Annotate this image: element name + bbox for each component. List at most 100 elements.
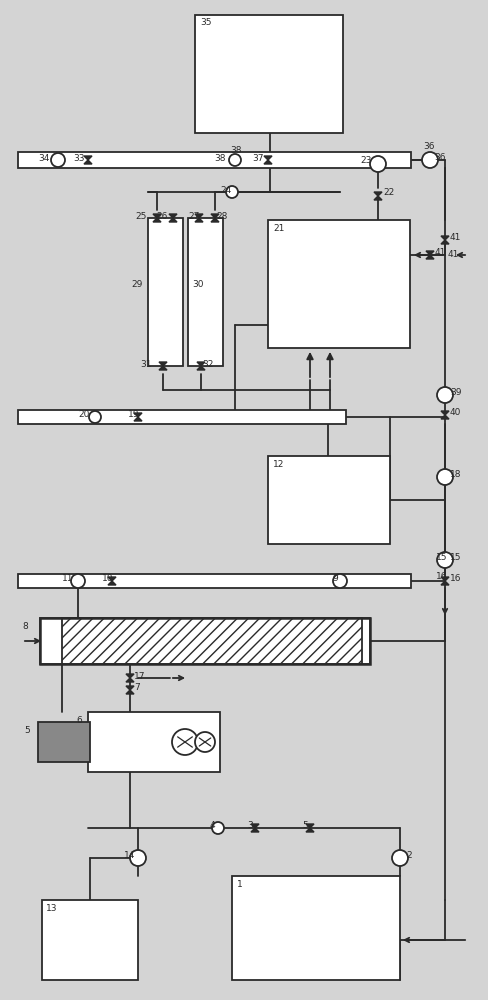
Text: 41: 41: [450, 233, 461, 242]
Text: 36: 36: [423, 142, 434, 151]
Text: 6: 6: [76, 716, 82, 725]
Text: 37: 37: [252, 154, 264, 163]
Circle shape: [437, 387, 453, 403]
Text: 16: 16: [436, 572, 447, 581]
Bar: [232, 876, 400, 980]
Polygon shape: [153, 214, 161, 218]
Text: 16: 16: [450, 574, 462, 583]
Polygon shape: [441, 581, 449, 585]
Polygon shape: [211, 218, 219, 222]
Text: 27: 27: [188, 212, 200, 221]
Bar: [40, 618, 370, 664]
Bar: [18, 152, 411, 168]
Polygon shape: [169, 218, 177, 222]
Polygon shape: [159, 366, 167, 370]
Text: 18: 18: [450, 470, 462, 479]
Text: 9: 9: [332, 574, 338, 583]
Text: 13: 13: [46, 904, 58, 913]
Text: 19: 19: [128, 410, 140, 419]
Bar: [42, 900, 138, 980]
Circle shape: [226, 186, 238, 198]
Circle shape: [89, 411, 101, 423]
Bar: [18, 410, 346, 424]
Text: 39: 39: [450, 388, 462, 397]
Circle shape: [71, 574, 85, 588]
Polygon shape: [426, 255, 434, 259]
Polygon shape: [306, 828, 314, 832]
Polygon shape: [84, 156, 92, 160]
Polygon shape: [441, 240, 449, 244]
Polygon shape: [306, 824, 314, 828]
Text: 11: 11: [62, 574, 74, 583]
Bar: [268, 220, 410, 348]
Text: 25: 25: [135, 212, 146, 221]
Text: 14: 14: [124, 851, 135, 860]
Bar: [40, 618, 370, 664]
Polygon shape: [126, 686, 134, 690]
Polygon shape: [159, 362, 167, 366]
Text: 20: 20: [78, 410, 89, 419]
Bar: [18, 574, 411, 588]
Bar: [88, 712, 220, 772]
Polygon shape: [197, 362, 205, 366]
Text: 5: 5: [302, 821, 308, 830]
Polygon shape: [441, 236, 449, 240]
Polygon shape: [169, 214, 177, 218]
Circle shape: [437, 552, 453, 568]
Text: 15: 15: [436, 553, 447, 562]
Polygon shape: [195, 218, 203, 222]
Bar: [62, 618, 362, 664]
Circle shape: [51, 153, 65, 167]
Text: 38: 38: [214, 154, 225, 163]
Polygon shape: [211, 214, 219, 218]
Polygon shape: [84, 160, 92, 164]
Bar: [268, 456, 390, 544]
Polygon shape: [264, 160, 272, 164]
Circle shape: [229, 154, 241, 166]
Text: 35: 35: [200, 18, 211, 27]
Polygon shape: [441, 411, 449, 415]
Bar: [195, 15, 343, 133]
Text: 24: 24: [220, 186, 231, 195]
Text: 4: 4: [210, 821, 216, 830]
Polygon shape: [251, 828, 259, 832]
Polygon shape: [441, 577, 449, 581]
Text: 30: 30: [192, 280, 203, 289]
Polygon shape: [197, 366, 205, 370]
Polygon shape: [126, 678, 134, 682]
Circle shape: [437, 469, 453, 485]
Text: 32: 32: [202, 360, 213, 369]
Text: 29: 29: [131, 280, 142, 289]
Circle shape: [392, 850, 408, 866]
Polygon shape: [108, 581, 116, 585]
Text: 40: 40: [450, 408, 461, 417]
Text: 41: 41: [435, 248, 447, 257]
Polygon shape: [126, 690, 134, 694]
Polygon shape: [264, 156, 272, 160]
Circle shape: [370, 156, 386, 172]
Text: 10: 10: [102, 574, 114, 583]
Circle shape: [422, 152, 438, 168]
Bar: [148, 218, 183, 366]
Text: 26: 26: [156, 212, 167, 221]
Text: 31: 31: [140, 360, 151, 369]
Text: 36: 36: [434, 153, 446, 162]
Circle shape: [195, 732, 215, 752]
Polygon shape: [426, 251, 434, 255]
Text: 23: 23: [360, 156, 371, 165]
Text: 2: 2: [406, 851, 411, 860]
Text: 8: 8: [22, 622, 28, 631]
Circle shape: [212, 822, 224, 834]
Text: 1: 1: [237, 880, 243, 889]
Circle shape: [130, 850, 146, 866]
Polygon shape: [134, 417, 142, 421]
Bar: [188, 218, 223, 366]
Polygon shape: [108, 577, 116, 581]
Text: 28: 28: [216, 212, 227, 221]
Text: 34: 34: [38, 154, 49, 163]
Polygon shape: [153, 218, 161, 222]
Polygon shape: [441, 415, 449, 419]
Text: 22: 22: [383, 188, 394, 197]
Text: 7: 7: [134, 683, 140, 692]
Polygon shape: [195, 214, 203, 218]
